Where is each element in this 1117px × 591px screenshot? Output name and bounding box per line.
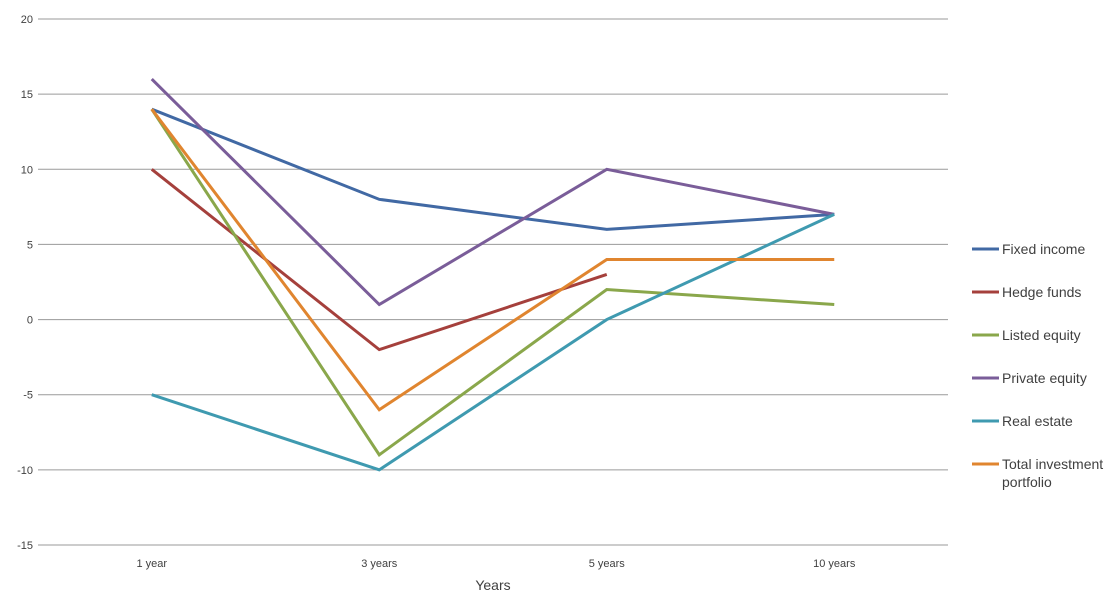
y-tick-label: 0: [27, 315, 33, 327]
series-line: [150, 168, 608, 352]
legend: Fixed income Hedge funds Listed equity Priv…: [972, 241, 1103, 490]
x-axis-title: Years: [475, 577, 510, 591]
series-line: [150, 108, 835, 457]
legend-label: Real estate: [1002, 413, 1073, 429]
x-axis-ticks: 1 year 3 years 5 years 10 years: [136, 558, 855, 570]
x-tick-label: 1 year: [136, 558, 167, 570]
y-tick-label: 10: [21, 164, 33, 176]
y-tick-label: -10: [17, 465, 33, 477]
x-tick-label: 5 years: [589, 558, 626, 570]
legend-label: Private equity: [1002, 370, 1087, 386]
legend-label: Hedge funds: [1002, 284, 1081, 300]
x-tick-label: 3 years: [361, 558, 398, 570]
x-tick-label: 10 years: [813, 558, 856, 570]
series-line: [151, 107, 835, 231]
series-line: [150, 108, 835, 412]
series-lines: [150, 78, 835, 472]
y-axis-ticks: 20 15 10 5 0 -5 -10 -15: [17, 14, 33, 552]
legend-label: portfolio: [1002, 474, 1052, 490]
y-tick-label: -15: [17, 540, 33, 552]
legend-label: Total investment: [1002, 456, 1103, 472]
y-tick-label: 20: [21, 14, 33, 26]
y-tick-label: -5: [23, 390, 33, 402]
gridlines: [38, 18, 948, 546]
series-line: [151, 213, 835, 472]
y-tick-label: 5: [27, 239, 33, 251]
series-line: [150, 78, 835, 307]
legend-label: Listed equity: [1002, 327, 1081, 343]
y-tick-label: 15: [21, 89, 33, 101]
legend-label: Fixed income: [1002, 241, 1085, 257]
